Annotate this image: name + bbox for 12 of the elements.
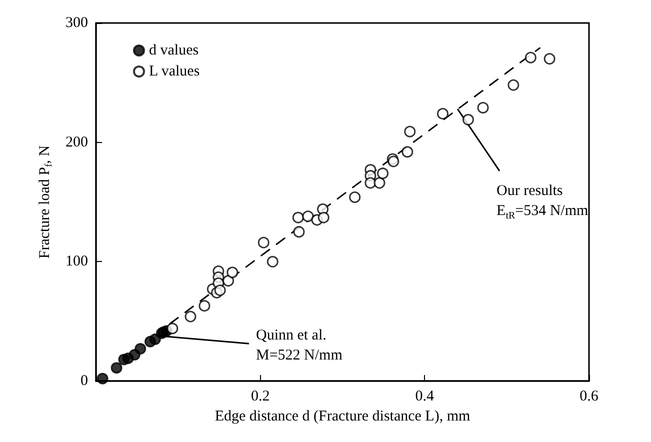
x-tick-label: 0.2 bbox=[250, 388, 270, 404]
y-tick-label: 0 bbox=[80, 373, 88, 389]
x-tick-label: 0.4 bbox=[415, 388, 435, 404]
y-tick-label: 100 bbox=[66, 254, 88, 270]
x-tick-label: 0.6 bbox=[580, 388, 599, 404]
y-tick-label: 300 bbox=[66, 15, 88, 31]
y-axis-title: Fracture load Pf, N bbox=[37, 145, 54, 259]
annotation: Quinn et al. M=522 N/mm bbox=[256, 328, 343, 364]
y-tick-label: 200 bbox=[66, 134, 88, 150]
legend-label: d values bbox=[149, 42, 199, 58]
legend-label: L values bbox=[149, 64, 200, 80]
x-axis-title: Edge distance d (Fracture distance L), mm bbox=[214, 408, 470, 424]
